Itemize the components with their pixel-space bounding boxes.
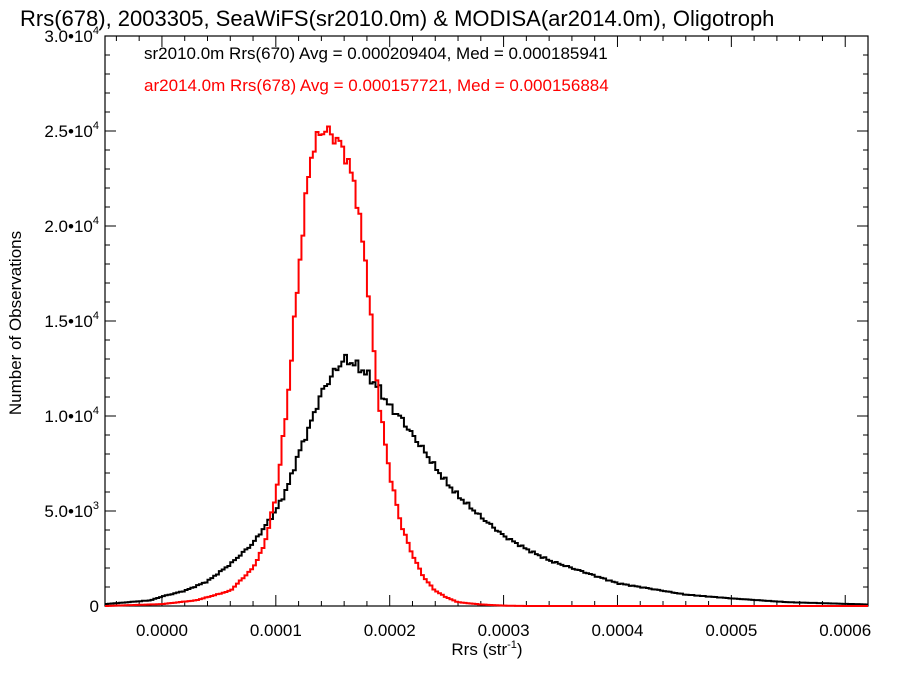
y-tick-label: 2.5•104 [44, 120, 99, 141]
legend-entry-ar2014: ar2014.0m Rrs(678) Avg = 0.000157721, Me… [144, 76, 609, 95]
x-tick-label: 0.0005 [705, 621, 757, 640]
x-axis-label: Rrs (str-1) [451, 639, 522, 659]
y-tick-label: 3.0•104 [44, 25, 99, 46]
y-tick-label: 0 [90, 597, 99, 616]
series-ar2014-histogram [105, 125, 868, 607]
y-tick-label: 1.0•104 [44, 405, 99, 426]
x-tick-label: 0.0000 [136, 621, 188, 640]
y-tick-label: 5.0•103 [44, 500, 99, 521]
x-tick-label: 0.0006 [819, 621, 871, 640]
series-layer [105, 125, 868, 607]
x-tick-label: 0.0003 [478, 621, 530, 640]
x-tick-label: 0.0002 [364, 621, 416, 640]
y-tick-label: 1.5•104 [44, 310, 99, 331]
x-tick-label: 0.0004 [591, 621, 643, 640]
series-sr2010-histogram [105, 353, 868, 606]
y-tick-label: 2.0•104 [44, 215, 99, 236]
x-axis-ticks: 0.0000 0.0001 0.0002 0.0003 0.0004 0.0005 0.00… [115, 36, 871, 640]
y-axis-ticks: 0 5.0•103 1.0•104 1.5•104 2.0•104 2.5•104 3.0•… [44, 25, 868, 616]
chart-title: Rrs(678), 2003305, SeaWiFS(sr2010.0m) & … [20, 6, 774, 31]
legend-entry-sr2010: sr2010.0m Rrs(670) Avg = 0.000209404, Me… [144, 44, 608, 63]
x-tick-label: 0.0001 [250, 621, 302, 640]
y-axis-label: Number of Observations [6, 231, 25, 415]
